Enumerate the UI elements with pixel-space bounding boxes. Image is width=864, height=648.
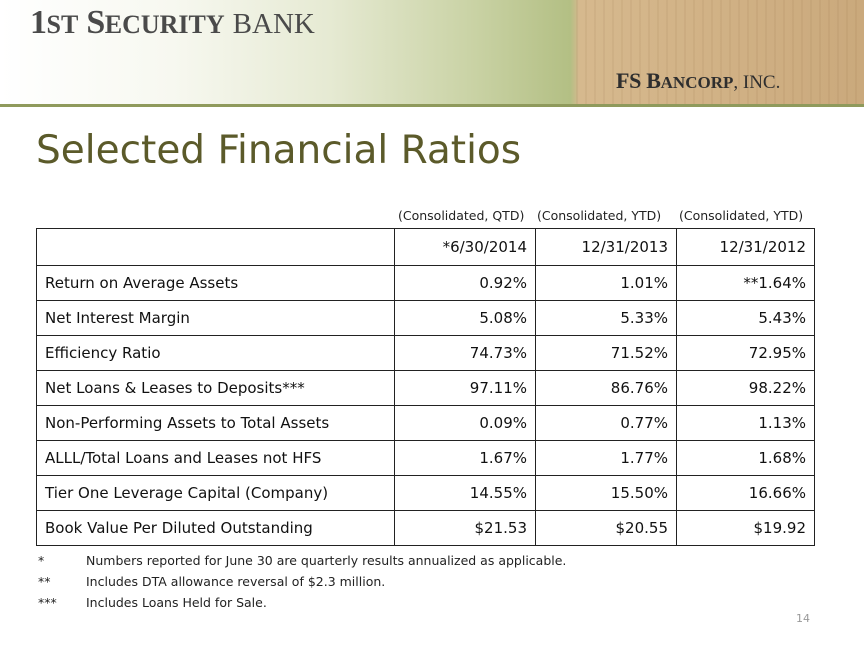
wood-texture: [576, 0, 864, 104]
row-label: Tier One Leverage Capital (Company): [36, 475, 395, 511]
value-cell: 0.92%: [394, 265, 536, 301]
value-cell: 16.66%: [676, 475, 815, 511]
value-cell: 72.95%: [676, 335, 815, 371]
value-cell: 74.73%: [394, 335, 536, 371]
table-row: Return on Average Assets 0.92% 1.01% **1.64…: [36, 265, 815, 301]
column-note-ytd-2013: (Consolidated, YTD): [537, 208, 662, 223]
column-header: 12/31/2013: [535, 228, 677, 266]
value-cell: 98.22%: [676, 370, 815, 406]
footnote: * Numbers reported for June 30 are quarte…: [38, 553, 566, 568]
value-cell: 97.11%: [394, 370, 536, 406]
value-cell: 71.52%: [535, 335, 677, 371]
value-cell: 1.68%: [676, 440, 815, 476]
value-cell: 5.33%: [535, 300, 677, 336]
value-cell: 14.55%: [394, 475, 536, 511]
banner-divider: [0, 104, 864, 107]
row-label: ALLL/Total Loans and Leases not HFS: [36, 440, 395, 476]
table-row: ALLL/Total Loans and Leases not HFS 1.67%…: [36, 440, 815, 476]
row-label: Net Interest Margin: [36, 300, 395, 336]
value-cell: 0.77%: [535, 405, 677, 441]
value-cell: 86.76%: [535, 370, 677, 406]
footnote-text: Includes Loans Held for Sale.: [86, 595, 267, 610]
row-label: Efficiency Ratio: [36, 335, 395, 371]
table-row: Net Interest Margin 5.08% 5.33% 5.43%: [36, 300, 815, 336]
row-label: Return on Average Assets: [36, 265, 395, 301]
page-title: Selected Financial Ratios: [36, 128, 522, 173]
row-label: Net Loans & Leases to Deposits***: [36, 370, 395, 406]
value-cell: $19.92: [676, 510, 815, 546]
row-label: Non-Performing Assets to Total Assets: [36, 405, 395, 441]
table-row: Book Value Per Diluted Outstanding $21.53…: [36, 510, 815, 546]
footnote-mark: **: [38, 574, 51, 589]
value-cell: **1.64%: [676, 265, 815, 301]
page-number: 14: [796, 612, 810, 625]
footnote-text: Includes DTA allowance reversal of $2.3 …: [86, 574, 386, 589]
value-cell: 1.13%: [676, 405, 815, 441]
value-cell: $21.53: [394, 510, 536, 546]
value-cell: 5.08%: [394, 300, 536, 336]
corp-logo: FS BANCORP, INC.: [616, 68, 781, 93]
column-header: *6/30/2014: [394, 228, 536, 266]
column-note-ytd-2012: (Consolidated, YTD): [679, 208, 804, 223]
value-cell: 5.43%: [676, 300, 815, 336]
value-cell: 15.50%: [535, 475, 677, 511]
footnote-text: Numbers reported for June 30 are quarter…: [86, 553, 567, 568]
table-row: Tier One Leverage Capital (Company) 14.55…: [36, 475, 815, 511]
footnote: ** Includes DTA allowance reversal of $2.…: [38, 574, 385, 589]
bank-logo: 1ST SECURITY BANK: [30, 4, 315, 41]
value-cell: 1.67%: [394, 440, 536, 476]
value-cell: 1.77%: [535, 440, 677, 476]
table-row: Net Loans & Leases to Deposits*** 97.11% 8…: [36, 370, 815, 406]
ratios-table: *6/30/2014 12/31/2013 12/31/2012 Return on …: [36, 228, 815, 546]
column-header: 12/31/2012: [676, 228, 815, 266]
table-row: Non-Performing Assets to Total Assets 0.0…: [36, 405, 815, 441]
value-cell: 1.01%: [535, 265, 677, 301]
column-note-qtd: (Consolidated, QTD): [398, 208, 525, 223]
table-row: Efficiency Ratio 74.73% 71.52% 72.95%: [36, 335, 815, 371]
footnote-mark: ***: [38, 595, 57, 610]
header-banner: [0, 0, 864, 104]
footnote-mark: *: [38, 553, 45, 568]
table-header-row: *6/30/2014 12/31/2013 12/31/2012: [36, 228, 815, 266]
row-label: Book Value Per Diluted Outstanding: [36, 510, 395, 546]
value-cell: 0.09%: [394, 405, 536, 441]
footnote: *** Includes Loans Held for Sale.: [38, 595, 267, 610]
value-cell: $20.55: [535, 510, 677, 546]
header-cell-blank: [36, 228, 395, 266]
